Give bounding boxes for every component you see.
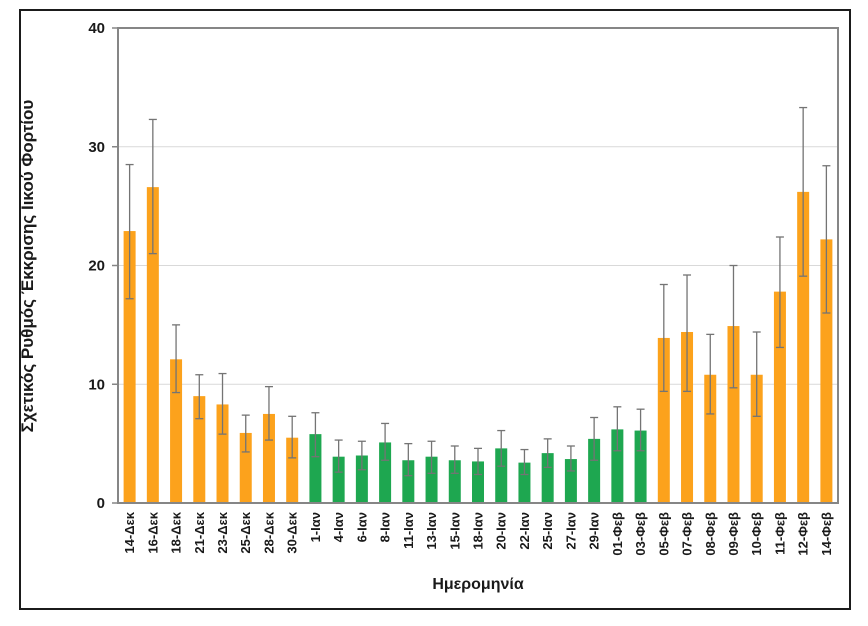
x-tick-label: 15-Ιαν bbox=[447, 512, 462, 550]
bar bbox=[634, 430, 647, 503]
bar bbox=[564, 459, 577, 503]
y-tick-label: 0 bbox=[97, 495, 105, 512]
x-tick-label: 21-Δεκ bbox=[192, 511, 207, 553]
x-tick-label: 05-Φεβ bbox=[656, 512, 671, 556]
y-tick-label: 30 bbox=[88, 139, 105, 156]
x-axis-ticks: 14-Δεκ 16-Δεκ 18-Δεκ 21-Δεκ 23-Δεκ 25-Δεκ 28-Δ… bbox=[122, 511, 834, 555]
bar bbox=[518, 462, 531, 503]
x-tick-label: 25-Ιαν bbox=[540, 512, 555, 550]
y-tick-label: 20 bbox=[88, 258, 105, 275]
y-tick-label: 40 bbox=[88, 20, 105, 37]
bar bbox=[773, 291, 786, 503]
bar bbox=[193, 396, 206, 503]
bar bbox=[657, 337, 670, 503]
bar bbox=[588, 438, 601, 503]
y-axis-title: Σχετικός Ρυθμός Έκκρισης Ιικού Φορτίου bbox=[18, 100, 37, 433]
x-tick-label: 27-Ιαν bbox=[563, 512, 578, 550]
x-tick-label: 4-Ιαν bbox=[331, 512, 346, 542]
x-tick-label: 28-Δεκ bbox=[261, 511, 276, 553]
x-tick-label: 25-Δεκ bbox=[238, 511, 253, 553]
bar bbox=[681, 332, 694, 503]
x-tick-label: 11-Ιαν bbox=[401, 512, 416, 549]
x-tick-label: 29-Ιαν bbox=[587, 512, 602, 550]
bar bbox=[495, 448, 508, 503]
x-tick-label: 11-Φεβ bbox=[772, 512, 787, 555]
bar bbox=[332, 456, 345, 503]
bar bbox=[239, 432, 252, 503]
x-tick-label: 1-Ιαν bbox=[308, 512, 323, 542]
bar bbox=[472, 461, 484, 503]
x-tick-label: 18-Ιαν bbox=[471, 512, 486, 550]
x-tick-label: 12-Φεβ bbox=[796, 512, 811, 556]
bar bbox=[820, 239, 833, 503]
x-tick-label: 6-Ιαν bbox=[354, 512, 369, 542]
x-tick-label: 14-Δεκ bbox=[122, 511, 137, 553]
bar bbox=[750, 374, 763, 503]
x-tick-label: 8-Ιαν bbox=[378, 512, 393, 542]
x-tick-label: 03-Φεβ bbox=[633, 512, 648, 556]
bar bbox=[309, 434, 322, 503]
bar bbox=[170, 359, 183, 503]
y-tick-label: 10 bbox=[88, 376, 105, 393]
bar bbox=[425, 456, 438, 503]
bar bbox=[379, 442, 392, 503]
bar bbox=[286, 437, 299, 503]
bar bbox=[727, 326, 740, 503]
error-bars bbox=[125, 106, 831, 477]
x-tick-label: 13-Ιαν bbox=[424, 512, 439, 550]
bar bbox=[704, 374, 717, 503]
bar bbox=[402, 460, 415, 503]
bar bbox=[146, 187, 159, 503]
x-tick-label: 22-Ιαν bbox=[517, 512, 532, 550]
gridlines bbox=[118, 146, 838, 385]
bar bbox=[611, 429, 624, 503]
x-tick-label: 23-Δεκ bbox=[215, 511, 230, 553]
x-tick-label: 07-Φεβ bbox=[680, 512, 695, 556]
x-tick-label: 10-Φεβ bbox=[749, 512, 764, 556]
bar bbox=[448, 460, 461, 503]
x-tick-label: 08-Φεβ bbox=[703, 512, 718, 556]
x-tick-label: 14-Φεβ bbox=[819, 512, 834, 556]
figure-border bbox=[19, 9, 851, 610]
bar bbox=[797, 191, 810, 503]
x-tick-label: 16-Δεκ bbox=[145, 511, 160, 553]
x-tick-label: 30-Δεκ bbox=[285, 511, 300, 553]
bar bbox=[262, 413, 275, 503]
bar bbox=[355, 455, 368, 503]
x-axis-title: Ημερομηνία bbox=[432, 576, 524, 593]
x-tick-label: 20-Ιαν bbox=[494, 512, 509, 550]
y-axis-ticks: 0 10 20 30 40 bbox=[88, 20, 118, 512]
x-tick-label: 01-Φεβ bbox=[610, 512, 625, 556]
x-tick-label: 09-Φεβ bbox=[726, 512, 741, 556]
bar bbox=[541, 453, 554, 503]
bar bbox=[216, 404, 229, 503]
x-tick-label: 18-Δεκ bbox=[169, 511, 184, 553]
